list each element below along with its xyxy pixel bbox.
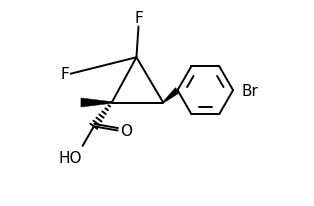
Text: HO: HO — [58, 150, 82, 165]
Polygon shape — [81, 98, 112, 108]
Text: F: F — [61, 67, 70, 82]
Polygon shape — [163, 88, 180, 103]
Text: O: O — [121, 123, 133, 138]
Text: F: F — [134, 11, 143, 26]
Text: Br: Br — [241, 83, 258, 98]
